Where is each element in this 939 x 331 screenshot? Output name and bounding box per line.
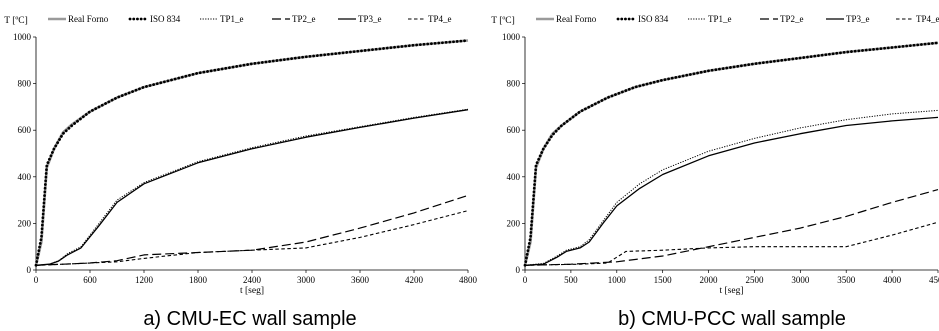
y-axis-label: T [ºC] [4, 16, 28, 26]
x-tick-label: 2000 [700, 275, 719, 285]
series-line-real-forno [523, 41, 939, 266]
y-tick-label: 800 [18, 79, 32, 89]
legend-label: TP3_e [846, 14, 870, 24]
y-tick-label: 400 [18, 172, 32, 182]
legend-label: TP4_e [916, 14, 939, 24]
y-tick-label: 1000 [502, 32, 521, 42]
series-line-tp2-e [524, 189, 939, 266]
series-line-tp4-e [524, 221, 939, 266]
legend-label: TP4_e [428, 14, 452, 24]
legend-label: TP2_e [292, 14, 316, 24]
series-line-real-forno [34, 39, 469, 266]
x-tick-label: 1000 [608, 275, 627, 285]
y-tick-label: 600 [507, 125, 521, 135]
legend-label: Real Forno [556, 14, 597, 24]
legend-label: ISO 834 [638, 14, 669, 24]
x-tick-label: 4500 [929, 275, 939, 285]
y-tick-label: 200 [507, 218, 521, 228]
y-tick-label: 0 [516, 265, 521, 275]
legend-label: TP1_e [708, 14, 732, 24]
panel-b: 0 500 1000 1500 2000 2500 3000 3500 4000 4500 0 200… [491, 14, 939, 330]
series-line-tp1-e [35, 108, 469, 266]
x-tick-label: 1500 [654, 275, 673, 285]
y-tick-label: 1000 [13, 32, 32, 42]
x-tick-label: 1800 [189, 275, 208, 285]
panel-title: a) CMU-EC wall sample [143, 308, 356, 330]
x-tick-label: 3000 [791, 275, 810, 285]
legend-label: Real Forno [68, 14, 109, 24]
legend-label: TP2_e [780, 14, 804, 24]
x-axis-label: t [seg] [719, 286, 743, 296]
x-tick-label: 0 [34, 275, 39, 285]
y-tick-label: 200 [18, 218, 32, 228]
panel-a: 0 600 1200 1800 2400 3000 3600 4200 4800 0 200 400 6… [4, 14, 477, 330]
y-tick-label: 800 [507, 79, 521, 89]
x-tick-label: 3500 [837, 275, 856, 285]
series-line-tp3-e [35, 109, 469, 266]
y-tick-label: 600 [18, 125, 32, 135]
series-line-tp2-e [35, 194, 469, 266]
legend-label: ISO 834 [150, 14, 181, 24]
x-tick-label: 3000 [297, 275, 316, 285]
x-tick-label: 4000 [883, 275, 902, 285]
series-line-tp1-e [524, 109, 939, 266]
y-axis-label: T [ºC] [491, 16, 515, 26]
legend-label: TP3_e [358, 14, 382, 24]
x-tick-label: 2400 [243, 275, 262, 285]
series-line-tp4-e [35, 210, 469, 266]
series-line-iso-834 [523, 41, 939, 267]
y-tick-label: 400 [507, 172, 521, 182]
x-tick-label: 2500 [745, 275, 764, 285]
x-tick-label: 1200 [135, 275, 154, 285]
x-tick-label: 500 [564, 275, 578, 285]
x-tick-label: 600 [83, 275, 97, 285]
x-tick-label: 4800 [459, 275, 478, 285]
x-tick-label: 4200 [405, 275, 424, 285]
x-tick-label: 3600 [351, 275, 370, 285]
series-line-tp3-e [524, 116, 939, 266]
series-line-iso-834 [34, 39, 470, 267]
legend-label: TP1_e [220, 14, 244, 24]
y-tick-label: 0 [27, 265, 32, 275]
x-axis-label: t [seg] [240, 286, 264, 296]
panel-title: b) CMU-PCC wall sample [618, 308, 846, 330]
x-tick-label: 0 [523, 275, 528, 285]
